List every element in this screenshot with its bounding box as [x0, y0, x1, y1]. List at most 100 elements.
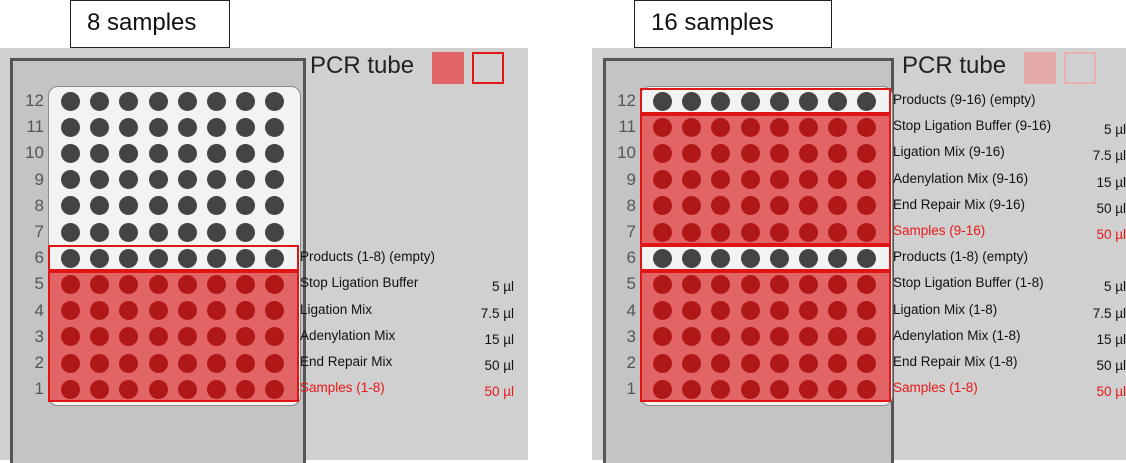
reagent-volume: 50 µl — [484, 384, 514, 400]
empty-well — [119, 248, 139, 268]
filled-well — [828, 117, 848, 137]
empty-well — [740, 91, 760, 111]
filled-well — [828, 196, 848, 216]
row-number: 4 — [34, 300, 44, 320]
filled-well — [828, 143, 848, 163]
filled-well — [857, 327, 877, 347]
empty-well — [207, 222, 226, 242]
reagent-label: Ligation Mix (9-16) — [893, 144, 1005, 160]
empty-well — [90, 143, 110, 163]
reagent-label: Samples (1-8) — [893, 380, 978, 396]
empty-well — [769, 91, 789, 111]
empty-well — [207, 143, 226, 163]
empty-well — [90, 117, 110, 137]
empty-well — [61, 196, 80, 216]
filled-well — [119, 379, 139, 399]
filled-well — [119, 301, 139, 321]
empty-row-outline — [48, 245, 300, 272]
filled-well — [711, 353, 731, 373]
filled-well — [207, 379, 226, 399]
filled-well — [769, 353, 789, 373]
empty-well — [682, 91, 702, 111]
row-number: 10 — [617, 143, 636, 163]
filled-well — [711, 274, 731, 294]
empty-well — [61, 248, 80, 268]
filled-well — [682, 301, 702, 321]
empty-well — [799, 248, 818, 268]
empty-well — [61, 222, 80, 242]
filled-well — [711, 222, 731, 242]
empty-well — [265, 143, 285, 163]
filled-well — [740, 196, 760, 216]
filled-well — [711, 143, 731, 163]
pcr-tube-title: PCR tube — [310, 52, 415, 79]
empty-well — [207, 248, 226, 268]
empty-well — [236, 143, 256, 163]
reagent-label: Products (9-16) (empty) — [893, 92, 1036, 107]
filled-well — [711, 301, 731, 321]
filled-well — [711, 379, 731, 399]
filled-well — [769, 170, 789, 190]
filled-well — [799, 196, 818, 216]
empty-well — [828, 91, 848, 111]
reagent-volume: 50 µl — [1096, 200, 1126, 216]
empty-well — [177, 248, 197, 268]
filled-well — [682, 143, 702, 163]
filled-well — [207, 353, 226, 373]
reagent-label: Products (1-8) (empty) — [893, 249, 1029, 265]
reagent-fill-block — [48, 271, 300, 403]
empty-well — [148, 170, 168, 190]
row-number: 9 — [34, 169, 44, 189]
empty-well — [265, 170, 285, 190]
filled-well — [740, 222, 760, 242]
row-number: 1 — [34, 379, 44, 399]
row-number: 6 — [626, 248, 636, 268]
empty-well — [207, 117, 226, 137]
row-number: 2 — [34, 353, 44, 372]
empty-well — [177, 222, 197, 242]
empty-well — [119, 196, 139, 216]
reagent-volume: 5 µl — [491, 279, 514, 295]
filled-well — [769, 143, 789, 163]
filled-well — [61, 301, 80, 321]
reagent-volume: 5 µl — [1103, 122, 1126, 138]
filled-well — [740, 301, 760, 321]
empty-well — [265, 91, 285, 111]
filled-well — [265, 353, 285, 373]
empty-well — [653, 248, 672, 268]
filled-well — [740, 117, 760, 137]
filled-well — [265, 327, 285, 347]
filled-well — [119, 327, 139, 347]
empty-well — [119, 170, 139, 190]
empty-well — [682, 248, 702, 268]
filled-well — [207, 301, 226, 321]
empty-well — [148, 196, 168, 216]
filled-well — [769, 196, 789, 216]
empty-well — [857, 91, 877, 111]
empty-well — [61, 91, 80, 111]
empty-well — [207, 170, 226, 190]
row-number: 5 — [34, 274, 44, 294]
row-number: 2 — [626, 353, 636, 372]
filled-well — [90, 274, 110, 294]
filled-well — [799, 117, 818, 137]
filled-well — [177, 301, 197, 321]
filled-well — [857, 274, 877, 294]
filled-well — [236, 379, 256, 399]
reagent-volume: 15 µl — [1096, 331, 1126, 347]
filled-well — [177, 274, 197, 294]
filled-well — [769, 301, 789, 321]
empty-well — [236, 91, 256, 111]
filled-well — [740, 274, 760, 294]
filled-well — [177, 353, 197, 373]
reagent-label: End Repair Mix (1-8) — [893, 354, 1018, 369]
empty-well — [119, 117, 139, 137]
filled-well — [148, 327, 168, 347]
empty-well — [207, 196, 226, 216]
filled-well — [653, 222, 672, 242]
filled-well — [236, 274, 256, 294]
filled-well — [653, 196, 672, 216]
filled-well — [799, 379, 818, 399]
filled-well — [207, 274, 226, 294]
filled-well — [265, 379, 285, 399]
